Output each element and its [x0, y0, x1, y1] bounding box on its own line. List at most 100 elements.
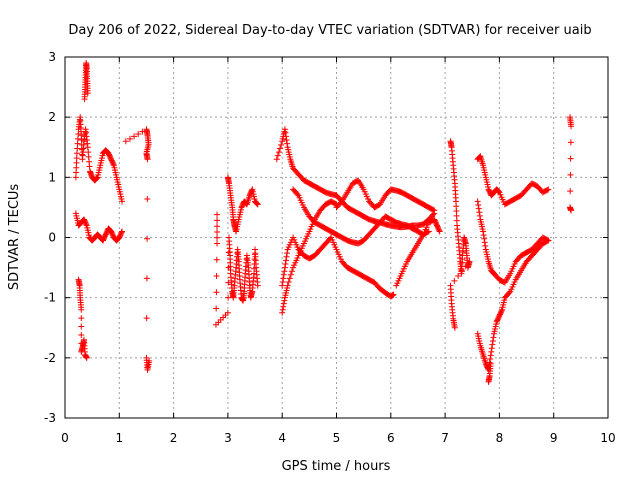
- data-point: [213, 289, 220, 296]
- data-point: [78, 323, 85, 330]
- data-point: [214, 217, 221, 224]
- data-point: [280, 271, 287, 278]
- data-point: [390, 291, 397, 298]
- data-point: [480, 232, 487, 239]
- data-point: [487, 352, 494, 359]
- data-point: [482, 242, 489, 249]
- data-point: [279, 282, 286, 289]
- data-point: [283, 253, 290, 260]
- data-point: [567, 188, 574, 195]
- data-point: [83, 221, 90, 228]
- data-point: [451, 324, 458, 331]
- x-tick-label: 1: [115, 431, 123, 445]
- data-point: [284, 282, 291, 289]
- data-point: [253, 200, 260, 207]
- data-point: [144, 195, 151, 202]
- data-point: [495, 188, 502, 195]
- data-point: [143, 275, 150, 282]
- y-tick-label: -3: [44, 411, 56, 425]
- data-point: [281, 268, 288, 275]
- chart-title: Day 206 of 2022, Sidereal Day-to-day VTE…: [68, 23, 591, 38]
- data-point: [93, 175, 100, 182]
- data-point: [281, 297, 288, 304]
- series-block-8-lower: [474, 237, 552, 373]
- data-point: [568, 123, 575, 130]
- series-early-spike: [81, 60, 91, 103]
- data-point: [83, 354, 90, 361]
- data-point: [135, 131, 142, 138]
- data-point: [213, 273, 220, 280]
- data-point: [568, 207, 575, 214]
- data-point: [282, 129, 289, 136]
- data-point: [476, 212, 483, 219]
- data-point: [490, 334, 497, 341]
- x-tick-label: 9: [550, 431, 558, 445]
- data-point: [280, 303, 287, 310]
- data-point: [213, 305, 220, 312]
- data-point: [283, 133, 290, 140]
- y-tick-label: 2: [48, 110, 56, 124]
- series-block-8-mid: [474, 198, 552, 286]
- data-point: [278, 141, 285, 148]
- data-point: [284, 250, 291, 257]
- series-block-3-upper: [224, 174, 261, 235]
- data-point: [146, 357, 153, 364]
- data-point: [287, 271, 294, 278]
- series-track-b-mid: [290, 186, 432, 247]
- data-point: [284, 140, 291, 147]
- data-series: [72, 60, 575, 385]
- x-axis-label: GPS time / hours: [282, 459, 391, 474]
- data-point: [489, 337, 496, 344]
- x-tick-label: 4: [278, 431, 286, 445]
- data-point: [475, 205, 482, 212]
- data-point: [462, 263, 469, 270]
- data-point: [498, 307, 505, 314]
- data-point: [78, 315, 85, 322]
- data-point: [486, 359, 493, 366]
- x-tick-label: 7: [441, 431, 449, 445]
- data-point: [481, 235, 488, 242]
- grid: [65, 57, 608, 418]
- data-point: [78, 306, 85, 313]
- y-tick-label: 1: [48, 170, 56, 184]
- series-block-7: [447, 138, 473, 331]
- data-point: [288, 268, 295, 275]
- data-point: [286, 275, 293, 282]
- data-point: [545, 186, 552, 193]
- data-point: [214, 223, 221, 230]
- data-point: [126, 135, 133, 142]
- x-tick-label: 10: [600, 431, 615, 445]
- x-tick-label: 0: [61, 431, 69, 445]
- data-point: [119, 228, 126, 235]
- data-point: [333, 201, 340, 208]
- data-point: [225, 294, 232, 301]
- axis-ticks: 0 1 2 3 4 5 6 7 8 9 10 -3 -2 -1 0 1 2 3: [44, 50, 616, 445]
- y-tick-label: -1: [44, 291, 56, 305]
- data-point: [430, 206, 437, 213]
- x-tick-label: 5: [333, 431, 341, 445]
- data-point: [94, 174, 101, 181]
- data-point: [481, 239, 488, 246]
- series-block-8-spike: [485, 360, 494, 385]
- data-point: [285, 279, 292, 286]
- data-point: [277, 145, 284, 152]
- series-early-upper: [72, 114, 126, 205]
- data-point: [279, 306, 286, 313]
- data-point: [480, 228, 487, 235]
- data-point: [214, 228, 221, 235]
- data-point: [476, 153, 483, 160]
- data-point: [254, 282, 261, 289]
- data-point: [436, 228, 443, 235]
- data-point: [143, 315, 150, 322]
- data-point: [84, 90, 91, 97]
- data-point: [283, 257, 290, 264]
- series-block-3-dense: [212, 211, 261, 328]
- data-point: [495, 188, 502, 195]
- data-point: [280, 300, 287, 307]
- data-point: [488, 345, 495, 352]
- data-point: [487, 356, 494, 363]
- series-track-d-low: [279, 234, 397, 300]
- series-short-block-1-5: [122, 126, 153, 373]
- data-point: [214, 211, 221, 218]
